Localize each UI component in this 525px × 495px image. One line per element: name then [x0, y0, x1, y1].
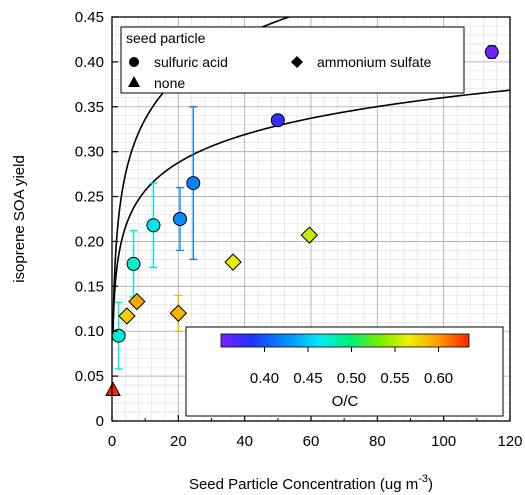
- colorbar: 0.40 0.45 0.50 0.55 0.60 O/C: [185, 326, 504, 417]
- data-point-circle: [172, 212, 187, 226]
- legend-box: [120, 26, 465, 94]
- legend: seed particle sulfuric acid ammonium sul…: [120, 26, 465, 94]
- y-tick-label: 0.20: [75, 233, 104, 250]
- data-point-triangle: [105, 381, 121, 396]
- y-tick-label: 0.35: [75, 99, 104, 116]
- legend-entry-sulfuric-acid: sulfuric acid: [154, 54, 228, 70]
- x-tick-label: 80: [369, 433, 386, 450]
- y-tick-label: 0.25: [75, 189, 104, 206]
- x-tick-label: 40: [236, 433, 253, 450]
- data-markers: [105, 45, 499, 396]
- x-tick-label: 100: [431, 433, 456, 450]
- y-tick-labels: 0 0.05 0.10 0.15 0.20 0.25 0.30 0.35 0.40 0.45: [75, 9, 104, 430]
- colorbar-tick-label: 0.50: [337, 370, 366, 387]
- y-tick-label: 0.05: [75, 368, 104, 385]
- x-tick-label: 0: [108, 433, 116, 450]
- x-tick-label: 60: [303, 433, 320, 450]
- axis-ticks: [111, 16, 511, 422]
- colorbar-gradient: [220, 333, 470, 348]
- y-tick-label: 0.45: [75, 9, 104, 26]
- y-tick-label: 0.30: [75, 144, 104, 161]
- y-tick-label: 0.40: [75, 54, 104, 71]
- colorbar-ticks: 0.40 0.45 0.50 0.55 0.60: [250, 347, 453, 387]
- legend-diamond-marker: [291, 56, 303, 68]
- legend-entry-ammonium-sulfate: ammonium sulfate: [317, 54, 432, 70]
- colorbar-tick-label: 0.40: [250, 370, 279, 387]
- y-axis-title: isoprene SOA yield: [11, 155, 28, 283]
- colorbar-label: O/C: [332, 393, 359, 410]
- legend-title: seed particle: [126, 30, 206, 46]
- x-axis-title: Seed Particle Concentration (ug m-3): [189, 473, 433, 493]
- data-point-diamond: [118, 307, 136, 325]
- y-tick-label: 0.15: [75, 278, 104, 295]
- y-tick-label: 0.10: [75, 323, 104, 340]
- legend-triangle-marker: [128, 76, 140, 87]
- data-point-diamond: [169, 304, 188, 322]
- y-tick-label: 0: [96, 413, 104, 430]
- x-tick-label: 120: [497, 433, 522, 450]
- legend-circle-marker: [129, 57, 139, 67]
- x-tick-labels: 0 20 40 60 80 100 120: [108, 433, 523, 450]
- x-tick-label: 20: [170, 433, 187, 450]
- data-point-circle: [146, 218, 161, 233]
- colorbar-tick-label: 0.60: [424, 370, 453, 387]
- error-bars: [114, 45, 496, 370]
- data-point-diamond: [224, 253, 242, 271]
- colorbar-tick-label: 0.45: [293, 370, 322, 387]
- data-point-circle: [126, 256, 141, 271]
- data-point-circle: [484, 45, 499, 60]
- data-point-circle: [270, 113, 285, 128]
- legend-entry-none: none: [154, 75, 185, 91]
- data-point-circle: [186, 176, 201, 191]
- data-point-diamond: [300, 226, 319, 244]
- colorbar-tick-label: 0.55: [380, 370, 409, 387]
- data-point-diamond: [128, 292, 146, 311]
- fit-curve: [112, 89, 510, 333]
